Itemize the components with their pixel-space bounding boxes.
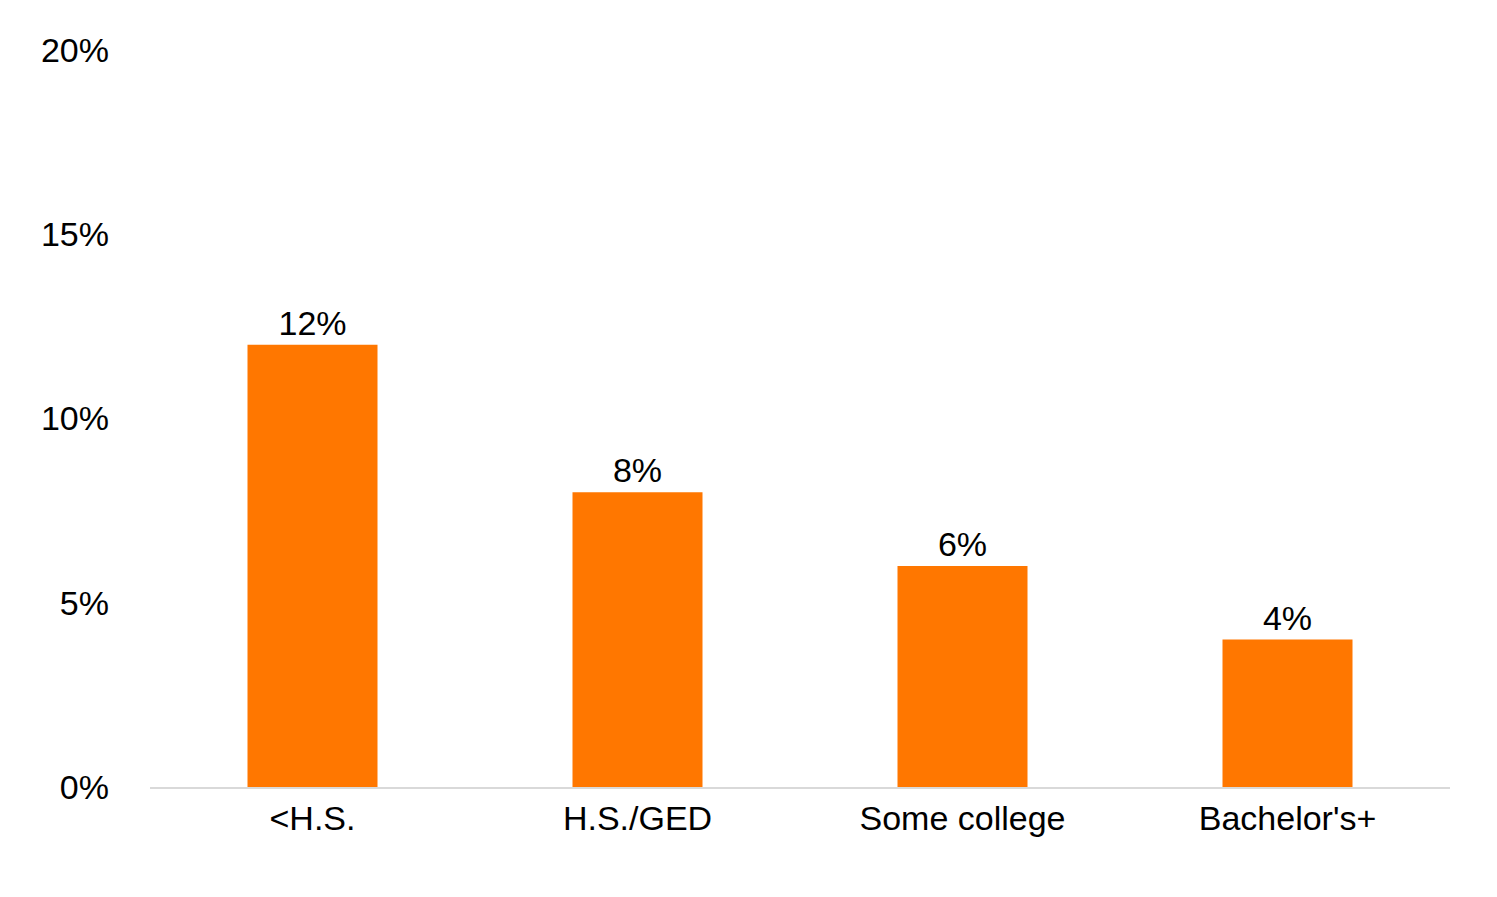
svg-text:10%: 10% (41, 399, 109, 437)
svg-text:8%: 8% (613, 451, 662, 489)
svg-text:4%: 4% (1263, 599, 1312, 637)
svg-text:Some college: Some college (859, 799, 1065, 837)
svg-text:12%: 12% (278, 304, 346, 342)
svg-text:0%: 0% (60, 768, 109, 806)
svg-text:Bachelor's+: Bachelor's+ (1199, 799, 1377, 837)
svg-text:6%: 6% (938, 525, 987, 563)
svg-text:20%: 20% (41, 31, 109, 69)
svg-text:5%: 5% (60, 584, 109, 622)
svg-text:15%: 15% (41, 215, 109, 253)
svg-text:<H.S.: <H.S. (270, 799, 356, 837)
svg-text:H.S./GED: H.S./GED (563, 799, 712, 837)
